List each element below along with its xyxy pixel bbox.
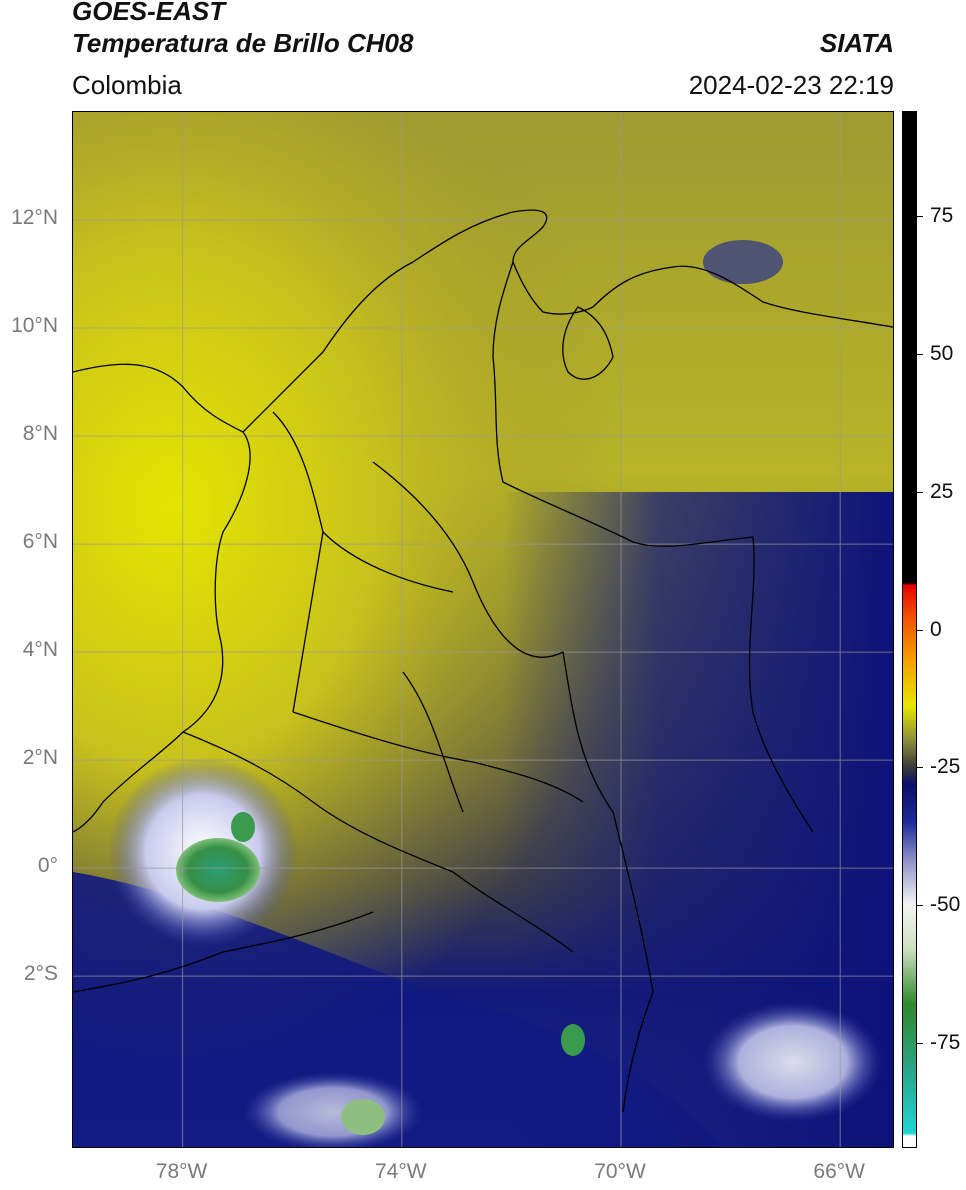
title-product: Temperatura de Brillo CH08 — [72, 28, 414, 58]
longitude-label: 66°W — [813, 1160, 865, 1183]
latitude-label: 12°N — [11, 206, 58, 230]
colorbar-label: 75 — [930, 203, 954, 227]
colorbar-label: 0 — [930, 617, 942, 641]
latitude-label: 4°N — [22, 638, 58, 662]
colorbar-tick — [917, 905, 923, 907]
cold-patch-amazon — [561, 1024, 585, 1056]
colombia-ecuador-peru-border — [182, 731, 574, 953]
colorbar — [902, 111, 917, 1148]
cold-patch-south — [341, 1099, 385, 1135]
longitude-label: 70°W — [594, 1160, 646, 1183]
cold-cloud-top-small — [231, 812, 255, 842]
colorbar-label: 25 — [930, 479, 954, 503]
colorbar-tick — [917, 629, 923, 631]
venezuela-coast — [592, 265, 893, 328]
colorbar-tick — [917, 491, 923, 493]
title-satellite: GOES-EAST — [72, 0, 226, 26]
organization-label: SIATA — [819, 28, 894, 58]
colorbar-label: -50 — [930, 893, 961, 917]
latitude-label: 2°S — [23, 962, 58, 986]
internal-border-4 — [292, 711, 584, 803]
borders — [73, 209, 893, 1113]
east-moist-region — [503, 492, 893, 1147]
satellite-map[interactable] — [72, 111, 894, 1148]
internal-border-3 — [372, 461, 564, 658]
timestamp-label: 2024-02-23 22:19 — [688, 70, 894, 100]
cloud-north — [703, 240, 783, 284]
colorbar-tick — [917, 353, 923, 355]
peru-border — [73, 911, 374, 993]
longitude-label: 78°W — [155, 1160, 208, 1183]
longitude-label: 74°W — [375, 1160, 427, 1183]
pacific-coast — [73, 363, 251, 833]
colorbar-tick — [917, 215, 923, 217]
latitude-label: 2°N — [22, 746, 58, 770]
internal-border-5 — [402, 671, 464, 813]
colombia-venezuela-border — [492, 261, 814, 833]
colorbar-label: -75 — [930, 1031, 961, 1055]
cloud-southeast — [703, 1002, 883, 1122]
latitude-label: 6°N — [22, 530, 58, 554]
internal-border-2 — [292, 531, 324, 713]
colorbar-tick — [917, 1043, 923, 1045]
latitude-label: 0° — [37, 854, 58, 878]
map-canvas — [73, 112, 893, 1147]
region-label: Colombia — [72, 70, 182, 100]
graticule — [73, 112, 893, 1147]
colorbar-label: 50 — [930, 341, 954, 365]
lake-maracaibo — [562, 306, 614, 380]
latitude-label: 8°N — [22, 422, 58, 446]
colombia-brazil-border — [562, 651, 654, 1113]
colorbar-tick — [917, 767, 923, 769]
colorbar-label: -25 — [930, 755, 961, 779]
latitude-label: 10°N — [11, 314, 58, 338]
cold-cloud-top — [176, 838, 260, 902]
caribbean-coast — [242, 209, 594, 433]
